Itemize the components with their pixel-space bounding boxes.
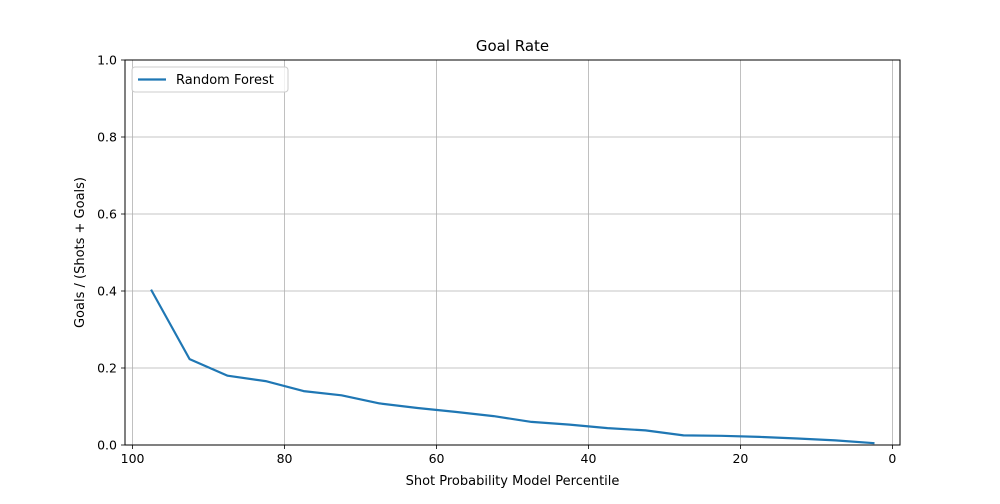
x-tick-label: 80 [277, 451, 293, 466]
legend-box [131, 66, 289, 93]
y-tick-label: 0.4 [97, 284, 117, 299]
y-tick-label: 0.8 [97, 130, 117, 145]
y-tick-label: 1.0 [97, 53, 117, 68]
ticks: 100 80 60 40 20 0 0.0 0.2 0.4 0.6 0.8 1.0 [97, 53, 896, 467]
x-axis-label: Shot Probability Model Percentile [406, 474, 620, 489]
x-tick-label: 100 [121, 451, 145, 466]
x-tick-label: 20 [732, 451, 748, 466]
y-tick-label: 0.2 [97, 361, 117, 376]
y-axis-label: Goals / (Shots + Goals) [73, 177, 88, 328]
legend-label: Random Forest [176, 73, 274, 88]
y-tick-label: 0.0 [97, 438, 117, 453]
series-line [150, 289, 875, 445]
y-tick-label: 0.6 [97, 207, 117, 222]
x-tick-label: 0 [888, 451, 896, 466]
x-tick-label: 60 [429, 451, 445, 466]
plot-frame [124, 59, 901, 446]
x-tick-label: 40 [581, 451, 597, 466]
legend: Random Forest [131, 66, 289, 93]
chart-title: Goal Rate [476, 37, 549, 55]
series-layer [150, 289, 875, 445]
